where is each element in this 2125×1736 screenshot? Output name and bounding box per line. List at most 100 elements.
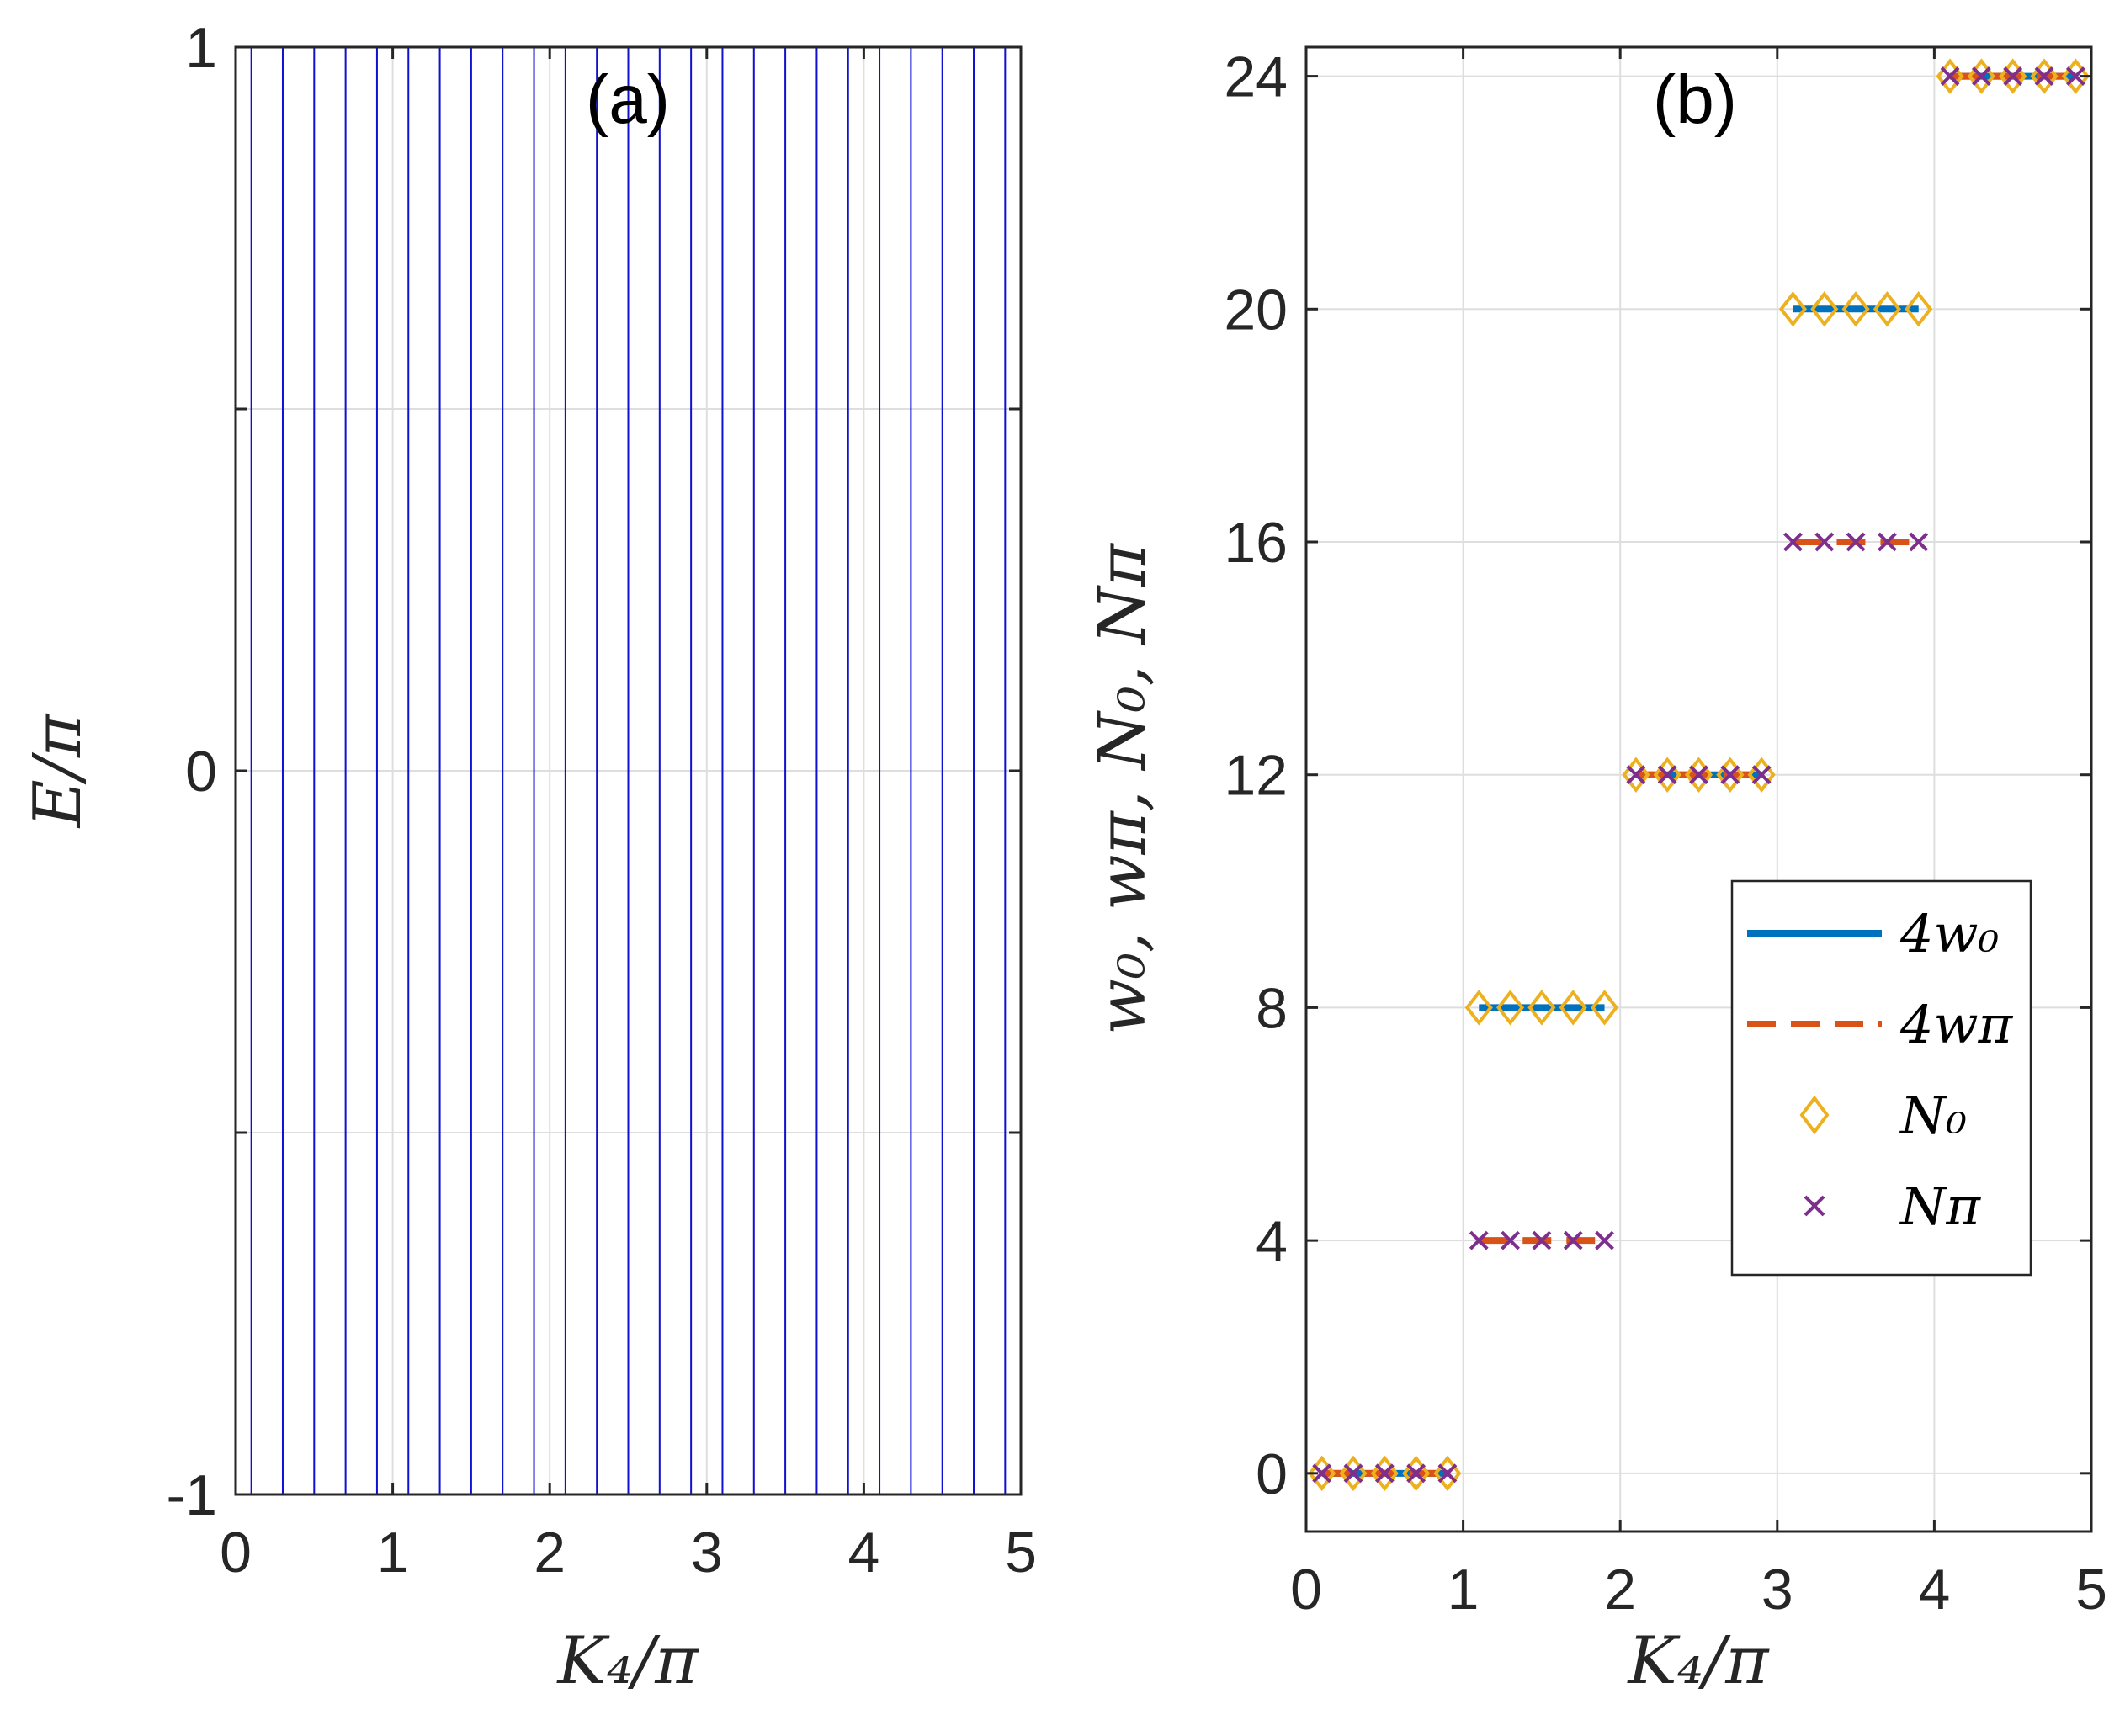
panel-b-series-3-point-5 bbox=[1469, 1230, 1489, 1250]
panel-b-x-tick-label-5: 5 bbox=[2075, 1558, 2107, 1622]
legend-label-0: 4w₀ bbox=[1899, 903, 2000, 964]
panel-b-series-2-point-8 bbox=[1559, 990, 1587, 1026]
panel-b-series-3-point-14 bbox=[1751, 765, 1772, 785]
panel-b-series-2-point-9 bbox=[1591, 990, 1619, 1026]
panel-a-x-ticks: 0 1 2 3 4 5 bbox=[220, 47, 1037, 1585]
panel-b-series-2-point-3 bbox=[1402, 1455, 1431, 1492]
legend-item-0: 4w₀ bbox=[1747, 903, 2000, 964]
panel-a-label: (a) bbox=[586, 61, 670, 138]
panel-b-series-2-point-12 bbox=[1684, 757, 1713, 793]
panel-b-series-2-point-24 bbox=[2061, 58, 2090, 94]
panel-b-series-3-point-13 bbox=[1720, 765, 1740, 785]
panel-a-x-tick-label-2: 2 bbox=[534, 1521, 566, 1585]
panel-b-series-2-point-16 bbox=[1810, 291, 1839, 327]
panel-a-spectrum-lines bbox=[250, 47, 1007, 1494]
panel-b-x-ticks: 0 1 2 3 4 5 bbox=[1290, 47, 2107, 1622]
legend-label-1: 4wπ bbox=[1899, 994, 2014, 1055]
panel-b-series-2-point-6 bbox=[1496, 990, 1525, 1026]
panel-b-y-axis-label: w₀, wπ, N₀, Nπ bbox=[1085, 542, 1161, 1035]
panel-b-series-3-point-11 bbox=[1657, 765, 1677, 785]
legend-swatch-2 bbox=[1799, 1095, 1830, 1135]
panel-b-label: (b) bbox=[1653, 61, 1737, 138]
panel-b-y-tick-label-0: 0 bbox=[1256, 1442, 1288, 1506]
legend-item-1: 4wπ bbox=[1747, 994, 2014, 1055]
panel-b-series-2-point-14 bbox=[1747, 757, 1776, 793]
panel-b-y-tick-label-1: 4 bbox=[1256, 1209, 1288, 1273]
panel-b-series-3-point-23 bbox=[2034, 66, 2054, 87]
legend-item-3: Nπ bbox=[1804, 1176, 1981, 1237]
panel-b-series-2-point-18 bbox=[1873, 291, 1901, 327]
panel-b-series-2-point-4 bbox=[1433, 1455, 1462, 1492]
panel-b-y-tick-label-6: 24 bbox=[1224, 45, 1288, 109]
legend-items: 4w₀ 4wπ N₀ Nπ bbox=[1747, 903, 2014, 1237]
legend: 4w₀ 4wπ N₀ Nπ bbox=[1730, 879, 2032, 1277]
panel-b-x-tick-label-2: 2 bbox=[1604, 1558, 1636, 1622]
panel-a-x-tick-label-0: 0 bbox=[220, 1521, 252, 1585]
legend-box bbox=[1730, 879, 2032, 1277]
panel-a-x-axis-label: K₄/π bbox=[555, 1623, 699, 1699]
panel-b-series-2-point-2 bbox=[1370, 1455, 1399, 1492]
panel-b-series-3-point-9 bbox=[1595, 1230, 1614, 1250]
panel-b-series-2-point-22 bbox=[1999, 58, 2027, 94]
panel-b-series-2-point-0 bbox=[1308, 1455, 1336, 1492]
panel-b-x-axis-label: K₄/π bbox=[1626, 1623, 1770, 1699]
panel-a-x-tick-label-1: 1 bbox=[377, 1521, 409, 1585]
panel-b-x-tick-label-4: 4 bbox=[1918, 1558, 1950, 1622]
panel-b-y-tick-label-3: 12 bbox=[1224, 744, 1288, 808]
panel-b-series-3-point-17 bbox=[1846, 532, 1866, 552]
panel-a-x-tick-label-5: 5 bbox=[1005, 1521, 1037, 1585]
panel-b-series-3-point-6 bbox=[1501, 1230, 1520, 1250]
panel-a-y-axis-label: E/π bbox=[20, 713, 96, 829]
legend-swatch-3 bbox=[1804, 1195, 1825, 1217]
panel-b-series-2-point-21 bbox=[1967, 58, 1995, 94]
panel-b-series-3-point-4 bbox=[1437, 1463, 1458, 1484]
panel-a-x-tick-label-3: 3 bbox=[691, 1521, 723, 1585]
panel-b-x-tick-label-0: 0 bbox=[1290, 1558, 1322, 1622]
panel-b-series-2-point-7 bbox=[1527, 990, 1556, 1026]
panel-a-y-tick-label-0: -1 bbox=[167, 1463, 217, 1527]
panel-b-y-ticks: 0 4 8 12 16 20 24 bbox=[1224, 45, 2091, 1506]
panel-b-y-tick-label-2: 8 bbox=[1256, 976, 1288, 1040]
panel-a-y-ticks: -1 0 1 bbox=[167, 16, 1021, 1527]
panel-b-series-3-point-20 bbox=[1940, 66, 1960, 87]
panel-b-series-3-point-2 bbox=[1374, 1463, 1395, 1484]
panel-a-y-tick-label-2: 1 bbox=[185, 16, 217, 80]
panel-b-series-3-point-19 bbox=[1909, 532, 1929, 552]
panel-a-y-tick-label-1: 0 bbox=[185, 740, 217, 804]
panel-b-x-tick-label-3: 3 bbox=[1761, 1558, 1793, 1622]
panel-b-y-tick-label-5: 20 bbox=[1224, 278, 1288, 342]
panel-b-series-3-point-18 bbox=[1878, 532, 1897, 552]
panel-b-x-tick-label-1: 1 bbox=[1448, 1558, 1480, 1622]
panel-a-x-tick-label-4: 4 bbox=[847, 1521, 879, 1585]
panel-b-series bbox=[1308, 58, 2090, 1492]
panel-b-series-2-point-11 bbox=[1653, 757, 1681, 793]
panel-b-series-2-point-10 bbox=[1622, 757, 1650, 793]
legend-item-2: N₀ bbox=[1799, 1085, 1967, 1146]
legend-label-3: Nπ bbox=[1899, 1176, 1981, 1237]
panel-b-series-2-point-5 bbox=[1464, 990, 1493, 1026]
panel-b-series-3-point-1 bbox=[1343, 1463, 1363, 1484]
panel-b-series-2-point-1 bbox=[1339, 1455, 1368, 1492]
panel-b-series-3-point-16 bbox=[1814, 532, 1835, 552]
panel-b-series-2-point-20 bbox=[1936, 58, 1964, 94]
panel-b-series-2-point-23 bbox=[2030, 58, 2059, 94]
panel-b-series-3-point-8 bbox=[1563, 1230, 1583, 1250]
panel-b-series-3-point-3 bbox=[1406, 1463, 1426, 1484]
panel-b-series-3-point-15 bbox=[1783, 532, 1803, 552]
panel-b-series-3-point-22 bbox=[2003, 66, 2023, 87]
panel-b-series-2-point-19 bbox=[1905, 291, 1933, 327]
panel-b-series-3-point-21 bbox=[1971, 66, 1991, 87]
panel-b-series-3-point-24 bbox=[2065, 66, 2085, 87]
panel-b-y-tick-label-4: 16 bbox=[1224, 511, 1288, 575]
panel-b-series-3-point-10 bbox=[1626, 765, 1646, 785]
panel-b-series-2-point-15 bbox=[1778, 291, 1807, 327]
panel-b-series-2-point-17 bbox=[1841, 291, 1870, 327]
panel-b-series-3-point-12 bbox=[1689, 765, 1708, 785]
panel-b-axes-box bbox=[1304, 45, 2093, 1533]
panel-b-series-3-point-7 bbox=[1532, 1230, 1552, 1250]
legend-label-2: N₀ bbox=[1899, 1085, 1967, 1146]
panel-b-series-2-point-13 bbox=[1716, 757, 1745, 793]
